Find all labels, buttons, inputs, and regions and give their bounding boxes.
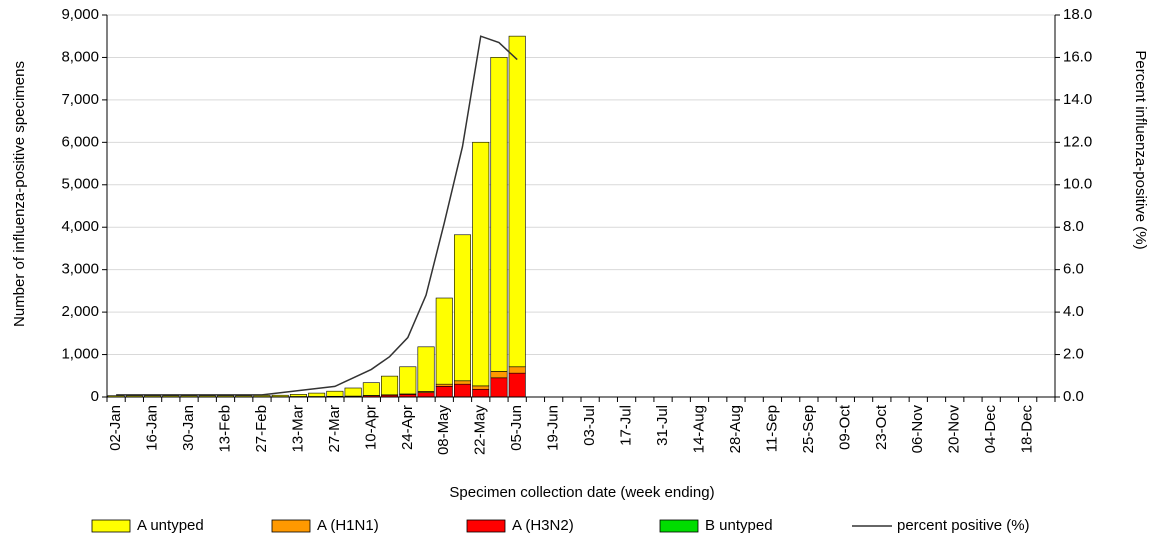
bar bbox=[509, 373, 525, 397]
y-tick-label: 7,000 bbox=[61, 91, 99, 108]
y-tick-label: 5,000 bbox=[61, 176, 99, 193]
y2-tick-label: 6.0 bbox=[1063, 261, 1084, 278]
x-tick-label: 02-Jan bbox=[107, 405, 124, 451]
x-tick-label: 19-Jun bbox=[545, 405, 562, 451]
y2-tick-label: 12.0 bbox=[1063, 133, 1092, 150]
y-axis-title: Number of influenza-positive specimens bbox=[11, 61, 28, 327]
x-tick-label: 05-Jun bbox=[508, 405, 525, 451]
x-tick-label: 16-Jan bbox=[144, 405, 161, 451]
y-tick-label: 1,000 bbox=[61, 346, 99, 363]
y2-tick-label: 4.0 bbox=[1063, 303, 1084, 320]
bar bbox=[345, 388, 361, 396]
legend-label: percent positive (%) bbox=[897, 517, 1030, 534]
x-tick-label: 09-Oct bbox=[836, 404, 853, 450]
bar bbox=[418, 347, 434, 392]
x-axis-title: Specimen collection date (week ending) bbox=[449, 484, 714, 501]
y2-tick-label: 10.0 bbox=[1063, 176, 1092, 193]
bar bbox=[436, 298, 452, 384]
x-tick-label: 06-Nov bbox=[909, 405, 926, 454]
x-tick-label: 08-May bbox=[435, 405, 452, 456]
x-tick-label: 24-Apr bbox=[399, 405, 416, 450]
legend-swatch bbox=[660, 520, 698, 532]
x-tick-label: 03-Jul bbox=[581, 405, 598, 446]
y-tick-label: 4,000 bbox=[61, 218, 99, 235]
bar bbox=[491, 57, 507, 371]
bar bbox=[327, 391, 343, 396]
bar bbox=[473, 389, 489, 397]
x-tick-label: 25-Sep bbox=[800, 405, 817, 453]
bar bbox=[418, 393, 434, 397]
x-tick-label: 28-Aug bbox=[727, 405, 744, 453]
y2-tick-label: 16.0 bbox=[1063, 48, 1092, 65]
bar bbox=[509, 367, 525, 373]
bar bbox=[473, 386, 489, 389]
x-tick-label: 30-Jan bbox=[180, 405, 197, 451]
bar bbox=[363, 383, 379, 396]
bar bbox=[454, 384, 470, 397]
legend-swatch bbox=[272, 520, 310, 532]
y-tick-label: 6,000 bbox=[61, 133, 99, 150]
x-tick-label: 14-Aug bbox=[690, 405, 707, 453]
x-tick-label: 18-Dec bbox=[1019, 405, 1036, 454]
x-tick-label: 31-Jul bbox=[654, 405, 671, 446]
x-tick-label: 10-Apr bbox=[362, 405, 379, 450]
bar bbox=[491, 378, 507, 397]
x-tick-label: 13-Feb bbox=[216, 405, 233, 453]
y-tick-label: 3,000 bbox=[61, 261, 99, 278]
bar bbox=[473, 142, 489, 386]
bar bbox=[308, 393, 324, 396]
legend-label: B untyped bbox=[705, 517, 773, 534]
y2-tick-label: 0.0 bbox=[1063, 388, 1084, 405]
bar bbox=[381, 376, 397, 395]
x-tick-label: 27-Mar bbox=[326, 405, 343, 453]
y2-tick-label: 14.0 bbox=[1063, 91, 1092, 108]
bar bbox=[454, 235, 470, 381]
y-tick-label: 8,000 bbox=[61, 48, 99, 65]
x-tick-label: 22-May bbox=[472, 405, 489, 456]
x-tick-label: 11-Sep bbox=[763, 405, 780, 452]
legend-label: A (H3N2) bbox=[512, 517, 574, 534]
y2-tick-label: 8.0 bbox=[1063, 218, 1084, 235]
y2-tick-label: 2.0 bbox=[1063, 346, 1084, 363]
y2-tick-label: 18.0 bbox=[1063, 6, 1092, 23]
bar bbox=[400, 367, 416, 394]
legend-label: A (H1N1) bbox=[317, 517, 379, 534]
bar bbox=[436, 386, 452, 397]
legend-label: A untyped bbox=[137, 517, 204, 534]
bar bbox=[454, 381, 470, 384]
bar bbox=[272, 395, 288, 396]
y-tick-label: 9,000 bbox=[61, 6, 99, 23]
y-tick-label: 0 bbox=[91, 388, 99, 405]
x-tick-label: 13-Mar bbox=[289, 405, 306, 453]
x-tick-label: 17-Jul bbox=[618, 405, 635, 446]
x-tick-label: 04-Dec bbox=[982, 405, 999, 454]
bar bbox=[436, 384, 452, 386]
y2-axis-title: Percent influenza-positive (%) bbox=[1132, 50, 1149, 249]
bar bbox=[491, 371, 507, 377]
legend-swatch bbox=[467, 520, 505, 532]
bar bbox=[290, 394, 306, 396]
x-tick-label: 27-Feb bbox=[253, 405, 270, 453]
x-tick-label: 23-Oct bbox=[873, 404, 890, 450]
bar bbox=[509, 36, 525, 367]
y-tick-label: 2,000 bbox=[61, 303, 99, 320]
legend-swatch bbox=[92, 520, 130, 532]
x-tick-label: 20-Nov bbox=[946, 405, 963, 454]
